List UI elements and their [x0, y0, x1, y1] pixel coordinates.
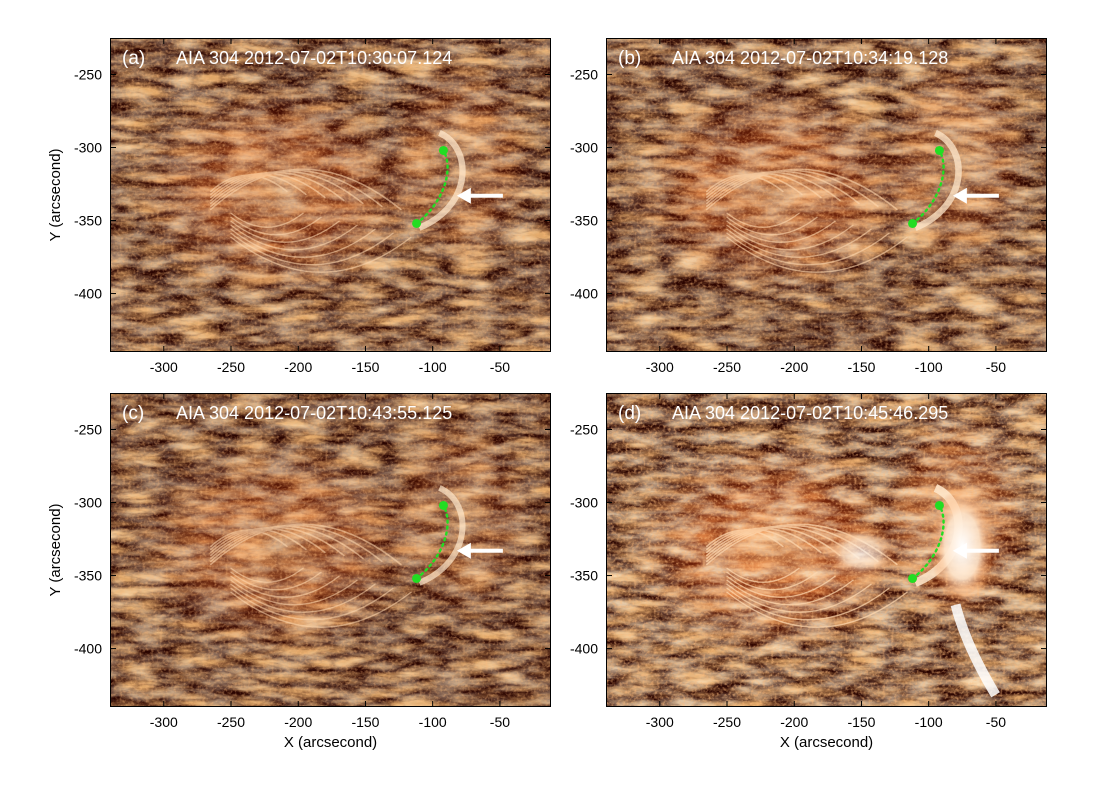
loop-trace: [911, 504, 945, 580]
panel-d: (d) AIA 304 2012-07-02T10:45:46.295 -250 -3…: [570, 393, 1047, 751]
panel-label: (b): [618, 48, 641, 69]
x-tick-label: -300: [150, 714, 178, 730]
footpoint-marker: [438, 500, 448, 510]
panel-title: AIA 304 2012-07-02T10:30:07.124: [176, 48, 452, 68]
y-tick-label: -350: [74, 213, 102, 229]
panel-title: AIA 304 2012-07-02T10:34:19.128: [672, 48, 948, 68]
x-tick-label: -250: [217, 714, 245, 730]
x-tick-label: -250: [713, 359, 741, 375]
loop-trace: [415, 149, 449, 225]
arrow-marker: [456, 542, 503, 559]
panel-c: (c) AIA 304 2012-07-02T10:43:55.125 -250 -3…: [47, 393, 551, 751]
x-tick-label: -100: [915, 714, 943, 730]
x-tick-label: -50: [986, 359, 1006, 375]
x-tick-label: -150: [351, 359, 379, 375]
x-tick-label: -50: [490, 359, 510, 375]
x-tick-label: -200: [284, 359, 312, 375]
y-tick-label: -300: [570, 495, 598, 511]
footpoint-marker: [934, 500, 944, 510]
x-tick-label: -100: [419, 714, 447, 730]
panel-label: (c): [122, 403, 144, 424]
arrow-marker: [952, 542, 999, 559]
x-tick-label: -150: [351, 714, 379, 730]
y-tick-label: -250: [570, 67, 598, 83]
x-tick-label: -250: [713, 714, 741, 730]
panel-b: (b) AIA 304 2012-07-02T10:34:19.128 -250 -3…: [570, 38, 1047, 375]
x-tick-label: -300: [646, 714, 674, 730]
loop-trace: [415, 504, 449, 580]
panel-label: (d): [618, 403, 641, 424]
footpoint-marker: [412, 573, 422, 583]
x-tick-label: -250: [217, 359, 245, 375]
panel-title: AIA 304 2012-07-02T10:43:55.125: [176, 403, 452, 423]
y-axis-label: Y (arcsecond): [47, 503, 64, 596]
y-tick-label: -400: [74, 286, 102, 302]
loop-trace: [911, 149, 945, 225]
y-tick-label: -300: [74, 140, 102, 156]
y-tick-label: -350: [570, 213, 598, 229]
x-tick-label: -200: [780, 359, 808, 375]
y-tick-label: -350: [570, 568, 598, 584]
x-tick-label: -300: [646, 359, 674, 375]
x-tick-label: -150: [847, 359, 875, 375]
y-tick-label: -400: [74, 641, 102, 657]
x-tick-label: -200: [284, 714, 312, 730]
y-tick-label: -300: [570, 140, 598, 156]
x-axis-label: X (arcsecond): [780, 734, 873, 751]
footpoint-marker: [908, 573, 918, 583]
panel-a: (a) AIA 304 2012-07-02T10:30:07.124 -250 -3…: [47, 38, 551, 375]
x-tick-label: -200: [780, 714, 808, 730]
footpoint-marker: [412, 218, 422, 228]
x-tick-label: -150: [847, 714, 875, 730]
y-tick-label: -250: [74, 422, 102, 438]
x-tick-label: -300: [150, 359, 178, 375]
x-tick-label: -100: [915, 359, 943, 375]
panel-label: (a): [122, 48, 145, 69]
x-tick-label: -50: [986, 714, 1006, 730]
arrow-marker: [456, 187, 503, 204]
y-tick-label: -400: [570, 641, 598, 657]
x-axis-label: X (arcsecond): [284, 734, 377, 751]
footpoint-marker: [934, 145, 944, 155]
y-tick-label: -250: [74, 67, 102, 83]
x-tick-label: -50: [490, 714, 510, 730]
y-tick-label: -400: [570, 286, 598, 302]
x-tick-label: -100: [419, 359, 447, 375]
panel-title: AIA 304 2012-07-02T10:45:46.295: [672, 403, 948, 423]
y-tick-label: -350: [74, 568, 102, 584]
solar-image: [606, 393, 1047, 707]
y-tick-label: -300: [74, 495, 102, 511]
y-tick-label: -250: [570, 422, 598, 438]
arrow-marker: [952, 187, 999, 204]
y-axis-label: Y (arcsecond): [47, 148, 64, 241]
footpoint-marker: [908, 218, 918, 228]
footpoint-marker: [438, 145, 448, 155]
